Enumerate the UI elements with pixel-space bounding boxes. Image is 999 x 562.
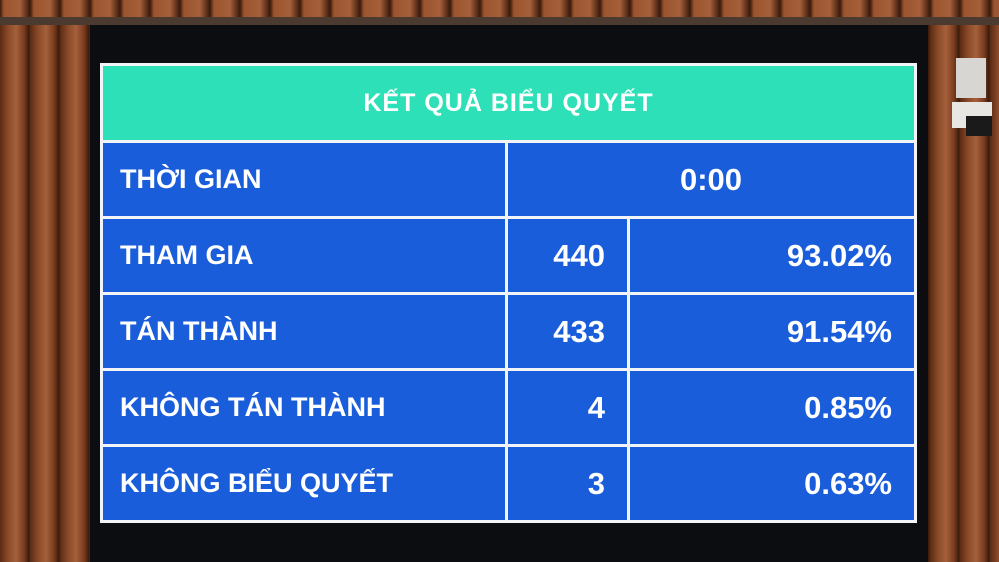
row-label: KHÔNG TÁN THÀNH (103, 371, 505, 444)
row-label: KHÔNG BIỂU QUYẾT (103, 447, 505, 520)
rail (0, 17, 999, 25)
row-count: 4 (508, 371, 627, 444)
row-label: TÁN THÀNH (103, 295, 505, 368)
row-percent: 0.85% (630, 371, 914, 444)
row-count: 433 (508, 295, 627, 368)
row-percent: 93.02% (630, 219, 914, 292)
row-percent: 0.63% (630, 447, 914, 520)
row-count: 3 (508, 447, 627, 520)
board-title: KẾT QUẢ BIỂU QUYẾT (103, 66, 914, 140)
time-label: THỜI GIAN (103, 143, 505, 216)
row-label: THAM GIA (103, 219, 505, 292)
wood-trim (0, 0, 999, 18)
time-value: 0:00 (508, 143, 914, 216)
row-count: 440 (508, 219, 627, 292)
vote-results-board: KẾT QUẢ BIỂU QUYẾT THỜI GIAN 0:00 THAM G… (100, 63, 917, 523)
camera-icon (952, 58, 992, 136)
row-percent: 91.54% (630, 295, 914, 368)
